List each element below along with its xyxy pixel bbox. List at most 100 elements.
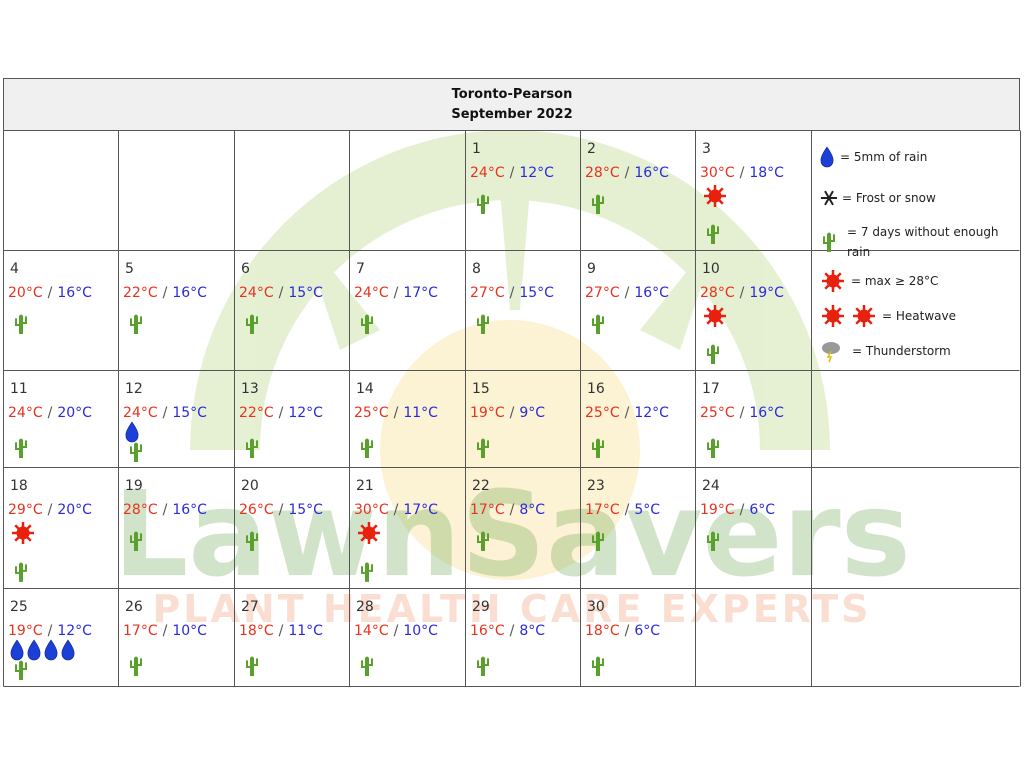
day-number: 14 xyxy=(356,381,374,397)
min-temp: 11°C xyxy=(288,623,323,639)
day-cell: 14 25°C /11°C xyxy=(354,381,438,458)
sun-core xyxy=(708,189,722,203)
separator: / xyxy=(510,405,515,421)
storm-bolt xyxy=(826,350,833,363)
separator: / xyxy=(394,502,399,518)
max-temp: 14°C xyxy=(354,623,389,639)
logo-sun xyxy=(380,320,640,580)
separator: / xyxy=(394,285,399,301)
max-temp: 27°C xyxy=(585,285,620,301)
sun-core xyxy=(857,309,871,323)
min-temp: 18°C xyxy=(749,165,784,181)
separator: / xyxy=(48,502,53,518)
day-cell: 24 19°C /6°C xyxy=(700,478,775,551)
separator: / xyxy=(510,502,515,518)
max-temp: 25°C xyxy=(700,405,735,421)
day-cell: 6 24°C /15°C xyxy=(239,261,323,334)
min-temp: 16°C xyxy=(634,165,669,181)
temperatures: 16°C /8°C xyxy=(470,623,545,639)
rain-icon xyxy=(10,639,24,661)
cactus-icon xyxy=(477,531,489,551)
separator: / xyxy=(625,502,630,518)
day-number: 4 xyxy=(10,261,19,277)
rain-icon xyxy=(27,639,41,661)
day-number: 30 xyxy=(587,599,605,615)
temperatures: 14°C /10°C xyxy=(354,623,438,639)
min-temp: 12°C xyxy=(57,623,92,639)
separator: / xyxy=(279,502,284,518)
day-cell: 19 28°C /16°C xyxy=(123,478,207,551)
day-cell: 30 18°C /6°C xyxy=(585,599,660,676)
separator: / xyxy=(625,405,630,421)
day-cell: 4 20°C /16°C xyxy=(8,261,92,334)
max-temp: 22°C xyxy=(239,405,274,421)
max-temp: 24°C xyxy=(354,285,389,301)
temperatures: 29°C /20°C xyxy=(8,502,92,518)
max-temp: 17°C xyxy=(585,502,620,518)
rain-icon xyxy=(61,639,75,661)
max-temp: 26°C xyxy=(239,502,274,518)
day-number: 18 xyxy=(10,478,28,494)
max-temp: 20°C xyxy=(8,285,43,301)
min-temp: 6°C xyxy=(749,502,775,518)
day-cell: 7 24°C /17°C xyxy=(354,261,438,334)
day-cell: 18 29°C /20°C xyxy=(8,478,92,582)
day-number: 3 xyxy=(702,141,711,157)
temperatures: 24°C /12°C xyxy=(470,165,554,181)
cactus-icon xyxy=(707,224,719,244)
min-temp: 10°C xyxy=(172,623,207,639)
cactus-icon xyxy=(477,438,489,458)
temperatures: 25°C /16°C xyxy=(700,405,784,421)
cactus-icon xyxy=(477,656,489,676)
legend-item: = 5mm of rain xyxy=(840,150,927,164)
month: September 2022 xyxy=(451,107,572,122)
rain-icon xyxy=(125,421,139,443)
day-number: 28 xyxy=(356,599,374,615)
temperatures: 24°C /17°C xyxy=(354,285,438,301)
temperatures: 25°C /11°C xyxy=(354,405,438,421)
temperatures: 17°C /5°C xyxy=(585,502,660,518)
cactus-icon xyxy=(823,232,835,252)
day-number: 22 xyxy=(472,478,490,494)
day-cell: 27 18°C /11°C xyxy=(239,599,323,676)
separator: / xyxy=(279,623,284,639)
day-cell: 5 22°C /16°C xyxy=(123,261,207,334)
day-cell: 1 24°C /12°C xyxy=(470,141,554,214)
cactus-icon xyxy=(592,194,604,214)
separator: / xyxy=(48,623,53,639)
day-number: 19 xyxy=(125,478,143,494)
separator: / xyxy=(625,623,630,639)
min-temp: 9°C xyxy=(519,405,545,421)
cactus-icon xyxy=(246,656,258,676)
sun-core xyxy=(826,274,840,288)
day-number: 8 xyxy=(472,261,481,277)
min-temp: 19°C xyxy=(749,285,784,301)
day-number: 12 xyxy=(125,381,143,397)
temperatures: 24°C /15°C xyxy=(239,285,323,301)
min-temp: 16°C xyxy=(749,405,784,421)
min-temp: 16°C xyxy=(172,285,207,301)
day-cell: 3 30°C /18°C xyxy=(700,141,784,244)
separator: / xyxy=(279,285,284,301)
day-number: 16 xyxy=(587,381,605,397)
max-temp: 28°C xyxy=(700,285,735,301)
cactus-icon xyxy=(592,314,604,334)
temperatures: 24°C /20°C xyxy=(8,405,92,421)
min-temp: 12°C xyxy=(634,405,669,421)
sun-icon xyxy=(822,305,844,327)
day-cell: 28 14°C /10°C xyxy=(354,599,438,676)
separator: / xyxy=(163,623,168,639)
day-number: 21 xyxy=(356,478,374,494)
sun-icon xyxy=(853,305,875,327)
min-temp: 20°C xyxy=(57,502,92,518)
max-temp: 16°C xyxy=(470,623,505,639)
separator: / xyxy=(279,405,284,421)
cactus-icon xyxy=(477,194,489,214)
cactus-icon xyxy=(592,438,604,458)
min-temp: 6°C xyxy=(634,623,660,639)
header-bar xyxy=(3,78,1020,131)
min-temp: 15°C xyxy=(172,405,207,421)
temperatures: 28°C /16°C xyxy=(123,502,207,518)
legend-text: = 7 days without enough rain xyxy=(847,225,999,259)
